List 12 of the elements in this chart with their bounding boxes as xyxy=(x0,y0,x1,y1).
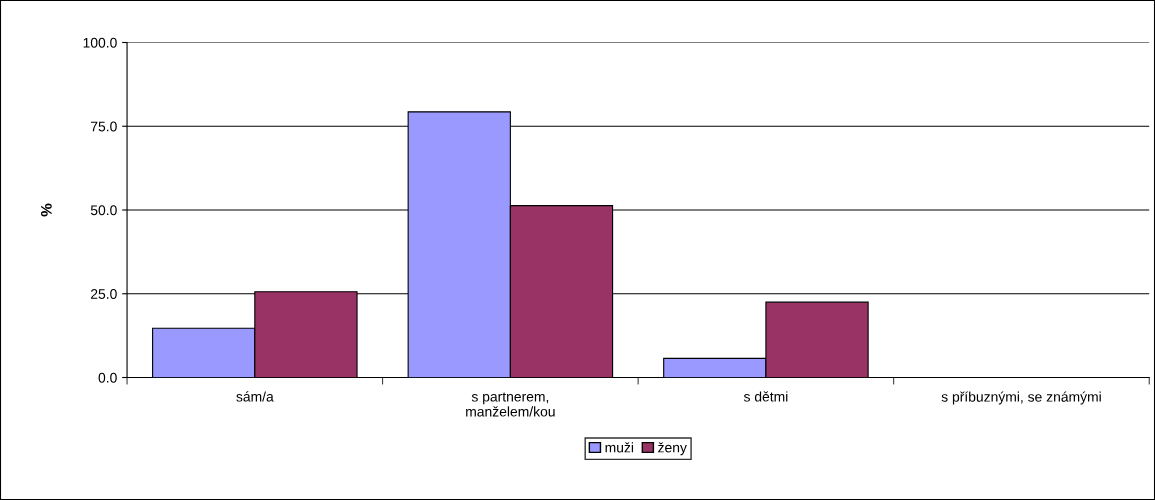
y-tick-label: 100.0 xyxy=(83,37,117,48)
x-tick-label: s partnerem, manželem/kou xyxy=(466,392,555,417)
x-tick-label: s dětmi xyxy=(743,391,788,402)
y-tick-label: 0.0 xyxy=(98,372,117,383)
x-tick-label: s příbuznými, se známými xyxy=(941,391,1101,405)
y-tick-label: 75.0 xyxy=(91,121,117,132)
y-tick-label: 25.0 xyxy=(91,289,117,299)
legend-label: muži xyxy=(605,442,634,453)
y-tick-label: 50.0 xyxy=(90,205,117,216)
y-axis-title: % xyxy=(41,203,52,217)
legend-label: ženy xyxy=(658,442,687,456)
x-tick-label: sám/a xyxy=(236,391,274,402)
